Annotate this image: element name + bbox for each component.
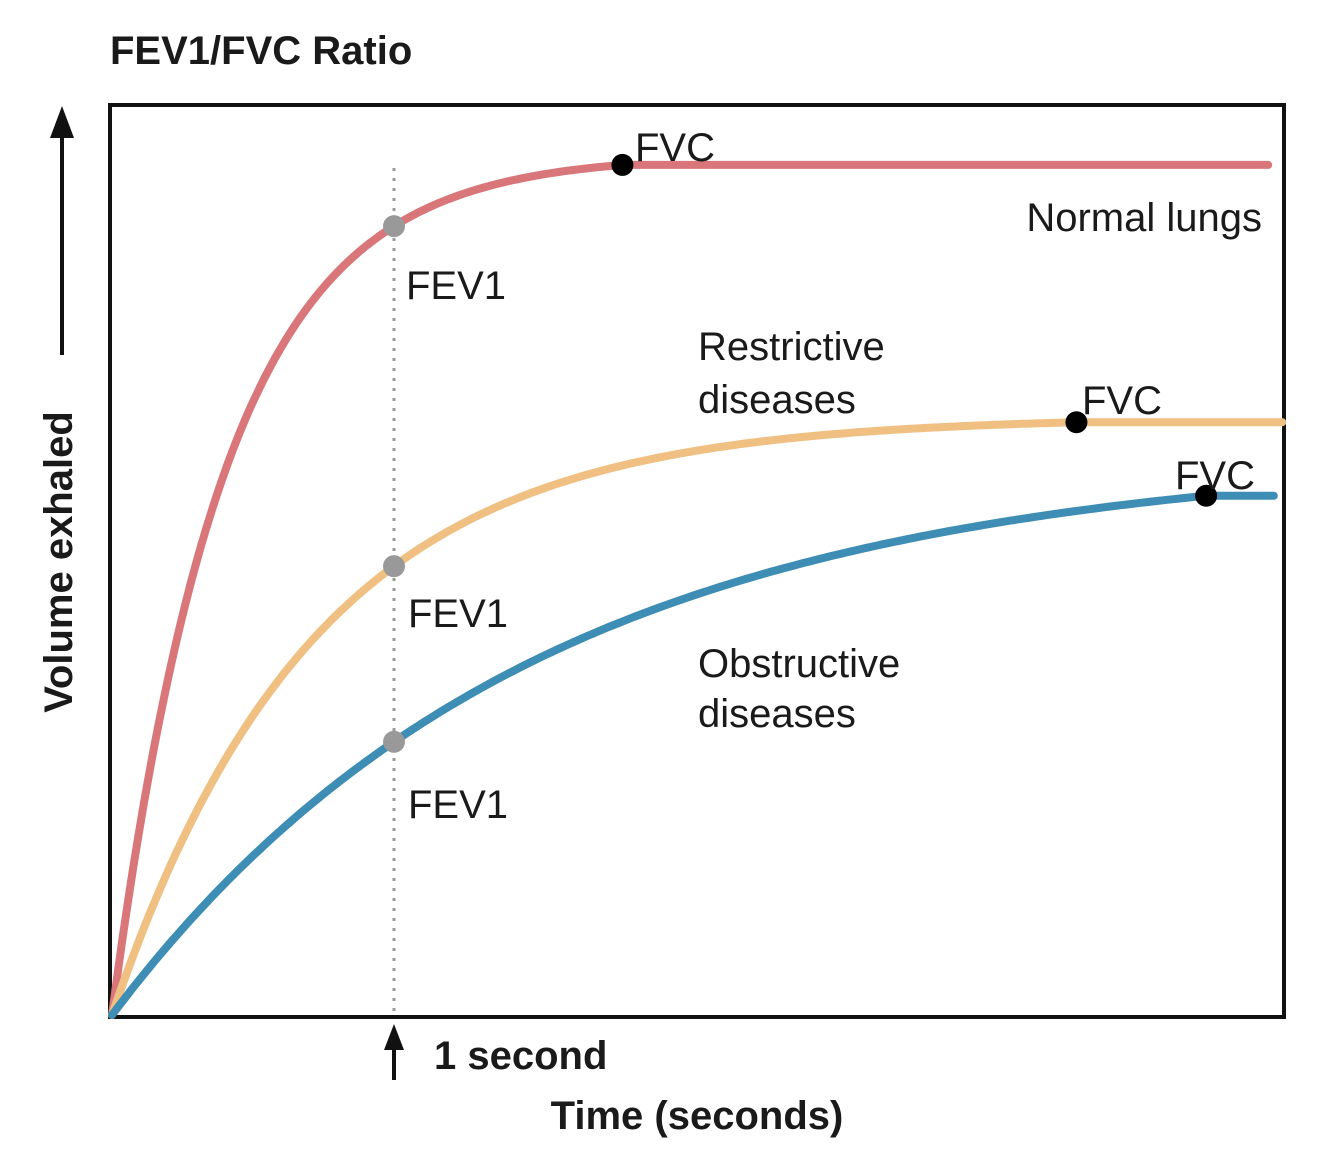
- plot-frame: [108, 103, 1286, 1019]
- series-label-obstructive-line2: diseases: [698, 692, 856, 736]
- y-axis-arrow-head-icon: [50, 106, 74, 138]
- curve-normal: [108, 160, 1273, 1019]
- one-second-marker: 1 second: [384, 1024, 607, 1080]
- fev1-point-normal: [383, 215, 405, 238]
- one-second-label: 1 second: [434, 1034, 607, 1078]
- fvc-label-restrictive: FVC: [1082, 379, 1162, 423]
- series-label-restrictive-line2: diseases: [698, 378, 856, 422]
- chart-title: FEV1/FVC Ratio: [110, 29, 412, 73]
- fev1-label-restrictive: FEV1: [408, 592, 508, 636]
- series-layer: [108, 153, 1287, 1019]
- fvc-point-restrictive: [1065, 411, 1088, 434]
- one-second-arrow-head-icon: [384, 1024, 404, 1050]
- fvc-label-normal: FVC: [635, 126, 715, 170]
- fvc-point-normal: [611, 153, 634, 176]
- curve-obstructive: [108, 491, 1278, 1019]
- series-label-obstructive-line1: Obstructive: [698, 642, 900, 686]
- fev1-label-normal: FEV1: [406, 264, 506, 308]
- fev1-point-restrictive: [383, 555, 405, 578]
- series-label-normal: Normal lungs: [1026, 196, 1262, 240]
- fev1-point-obstructive: [383, 730, 405, 753]
- fvc-label-obstructive: FVC: [1175, 454, 1255, 498]
- y-axis-label-group: Volume exhaled: [37, 106, 81, 713]
- fev1-label-obstructive: FEV1: [408, 783, 508, 827]
- y-axis-label: Volume exhaled: [37, 411, 81, 713]
- fvc-point-obstructive: [1195, 484, 1218, 507]
- series-label-restrictive-line1: Restrictive: [698, 325, 885, 369]
- x-axis-label: Time (seconds): [551, 1094, 844, 1138]
